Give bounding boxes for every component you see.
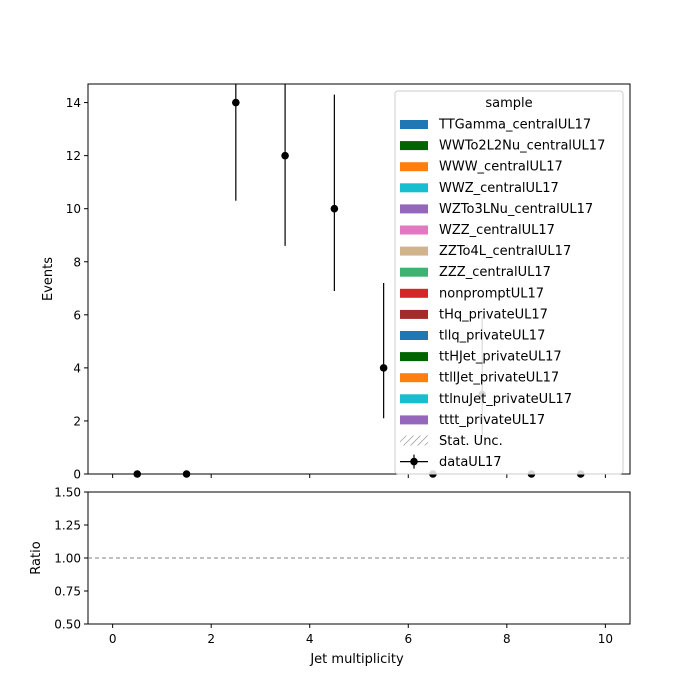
legend-swatch: [400, 373, 428, 383]
ratio-y-axis-label: Ratio: [29, 541, 44, 574]
x-axis-label: Jet multiplicity: [309, 652, 404, 667]
legend-swatch: [400, 162, 428, 172]
main-x-ticks: [112, 474, 606, 478]
legend-swatch: [400, 331, 428, 340]
legend-swatch: [400, 394, 428, 404]
legend-entry-label: tttt_privateUL17: [439, 413, 545, 428]
legend-swatch: [400, 120, 428, 129]
main-y-tick-label: 4: [73, 361, 81, 375]
ratio-x-ticks: 0 2 4 6 8 10: [109, 624, 613, 646]
legend-swatch: [400, 204, 428, 214]
legend-entry-label: WZZ_centralUL17: [439, 223, 555, 238]
main-y-tick-label: 0: [73, 468, 81, 482]
main-y-tick-label: 10: [66, 202, 81, 216]
legend-entries: TTGamma_centralUL17 WWTo2L2Nu_centralUL17…: [400, 118, 605, 470]
main-y-tick-label: 6: [73, 308, 81, 322]
legend-frame: [394, 90, 624, 475]
main-y-tick-label: 14: [66, 96, 81, 110]
data-point: [232, 98, 240, 107]
ratio-y-tick-label: 1.00: [54, 552, 81, 566]
legend-swatch: [400, 415, 428, 425]
legend-swatch: [400, 183, 428, 193]
legend-marker: [410, 457, 418, 466]
ratio-y-tick-label: 1.50: [54, 486, 81, 500]
data-point: [182, 470, 191, 478]
data-point: [281, 151, 289, 160]
legend-entry-label: nonpromptUL17: [439, 286, 544, 301]
main-plot-frame: [87, 83, 631, 475]
ratio-y-tick-label: 0.50: [54, 618, 81, 632]
legend-entry-label: tHq_privateUL17: [439, 307, 548, 322]
legend-entry-label: TTGamma_centralUL17: [438, 118, 591, 133]
main-y-tick-label: 12: [66, 149, 81, 163]
ratio-y-tick-label: 1.25: [54, 519, 81, 533]
main-y-ticks: 0 2 4 6 8 10 12 14: [66, 96, 88, 482]
legend-entry-label: WWZ_centralUL17: [439, 181, 559, 196]
legend-entry-label: ZZTo4L_centralUL17: [439, 244, 571, 259]
ratio-y-ticks: 0.50 0.75 1.00 1.25 1.50: [54, 486, 88, 632]
legend-entry-label: ttHJet_privateUL17: [439, 350, 562, 365]
legend-swatch: [400, 352, 428, 362]
ratio-x-tick-label: 4: [306, 632, 314, 646]
ratio-x-tick-label: 2: [207, 632, 215, 646]
legend-entry-label: tllq_privateUL17: [439, 329, 545, 344]
legend-entry-label: WWTo2L2Nu_centralUL17: [439, 139, 605, 154]
legend-entry-label: ZZZ_centralUL17: [439, 265, 551, 280]
legend-swatch: [400, 288, 428, 298]
legend-entry-label: WZTo3LNu_centralUL17: [439, 202, 593, 217]
legend-swatch: [400, 225, 428, 235]
legend-hatch-swatch: [400, 435, 428, 446]
legend-entry-label: WWW_centralUL17: [439, 160, 563, 175]
ratio-x-tick-label: 10: [598, 632, 613, 646]
legend-swatch: [400, 309, 428, 319]
legend: sample TTGamma_centralUL17 WWTo2L2Nu_cent…: [394, 90, 624, 475]
ratio-y-tick-label: 0.75: [54, 585, 81, 599]
data-point: [330, 204, 339, 213]
ratio-x-tick-label: 6: [404, 632, 412, 646]
legend-swatch: [400, 267, 428, 277]
ratio-plot-frame: [87, 491, 631, 625]
legend-title: sample: [485, 96, 532, 111]
legend-swatch: [400, 246, 428, 256]
ratio-x-tick-label: 8: [503, 632, 511, 646]
main-y-tick-label: 2: [73, 414, 81, 428]
data-point: [379, 364, 388, 372]
data-point: [133, 470, 142, 478]
legend-swatch: [400, 141, 428, 151]
main-y-tick-label: 8: [73, 255, 81, 269]
legend-entry-label: Stat. Unc.: [439, 434, 503, 449]
legend-entry-label: dataUL17: [439, 455, 502, 470]
main-y-axis-label: Events: [41, 257, 56, 301]
legend-entry-label: ttlnuJet_privateUL17: [439, 392, 572, 407]
legend-entry-label: ttllJet_privateUL17: [439, 371, 559, 386]
ratio-panel: 0.50 0.75 1.00 1.25 1.50 0 2 4 6 8 10 Ratio Jet m…: [29, 486, 631, 667]
ratio-x-tick-label: 0: [109, 632, 117, 646]
